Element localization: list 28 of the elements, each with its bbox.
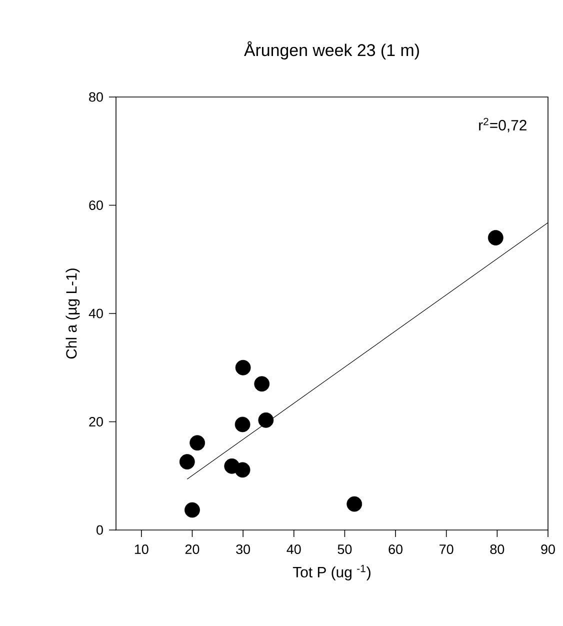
y-tick-label: 40 <box>88 308 103 318</box>
y-tick-label: 0 <box>96 525 103 535</box>
point <box>184 502 200 518</box>
x-tick-label: 70 <box>440 544 454 554</box>
x-tick-label: 90 <box>541 544 555 554</box>
point <box>488 230 504 246</box>
point <box>179 454 195 470</box>
y-tick-label: 60 <box>89 200 103 210</box>
y-axis-title: Chl a (µg L-1) <box>66 268 80 359</box>
point <box>346 496 362 512</box>
point <box>235 360 251 376</box>
x-tick-label: 80 <box>490 544 504 554</box>
x-tick-label: 30 <box>236 544 250 554</box>
x-tick-label: 20 <box>185 544 200 554</box>
point <box>234 416 250 432</box>
x-tick-label: 40 <box>286 544 301 554</box>
point <box>254 376 270 392</box>
chart-title: Årungen week 23 (1 m) <box>244 41 419 60</box>
y-tick-label: 20 <box>89 416 103 427</box>
x-tick-label: 50 <box>338 544 352 554</box>
point <box>190 435 206 451</box>
annotation: r$^{2}$=0,72 <box>479 118 526 132</box>
y-tick-label: 80 <box>89 92 103 102</box>
x-axis-title: Tot P (ug $^{-1}$) <box>292 564 370 580</box>
x-tick-label: 60 <box>388 544 402 554</box>
x-tick-label: 10 <box>134 544 148 554</box>
point <box>234 462 250 478</box>
point <box>258 412 274 428</box>
